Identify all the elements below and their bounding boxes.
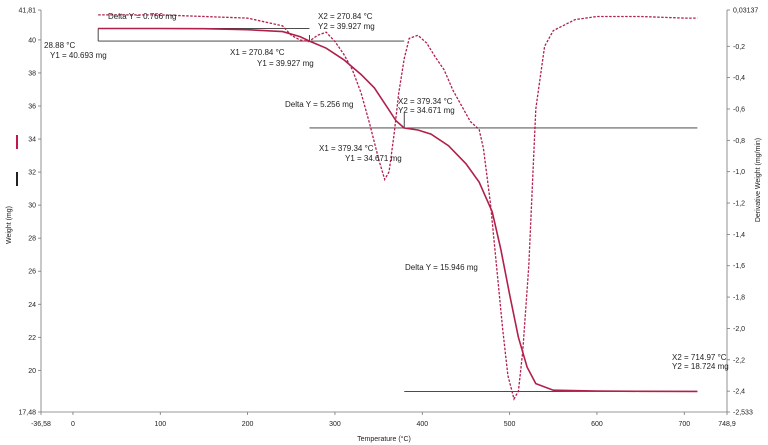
left-tick-label: 32 — [28, 170, 36, 177]
left-tick-label: 20 — [28, 368, 36, 375]
right-tick-label: -0,8 — [733, 138, 745, 145]
annotation-layer: Delta Y = 0.766 mg 28.88 °CY1 = 40.693 mg… — [44, 12, 729, 371]
x-tick-label: 700 — [678, 421, 690, 428]
annotation-label: X1 = 379.34 °C — [319, 144, 374, 153]
annotation-label: Y2 = 34.671 mg — [398, 106, 455, 115]
left-tick-label: 41,81 — [18, 8, 36, 15]
right-tick-label: -2,0 — [733, 326, 745, 333]
annotation-label: Delta Y = 15.946 mg — [405, 263, 478, 272]
x-tick-label: 200 — [242, 421, 254, 428]
series-layer — [98, 14, 698, 401]
annotation-label: Y1 = 39.927 mg — [257, 59, 314, 68]
x-tick-label: 500 — [504, 421, 516, 428]
left-tick-label: 26 — [28, 269, 36, 276]
left-axis-ticks: 17,48 20 22 24 26 28 30 32 34 36 38 40 41,81 — [18, 8, 41, 417]
x-tick-label: 0 — [71, 421, 75, 428]
weight-curve — [98, 27, 698, 393]
left-tick-label: 34 — [28, 137, 36, 144]
annotation-label: 28.88 °C — [44, 41, 75, 50]
right-tick-label: -1,2 — [733, 201, 745, 208]
annotation-label: Y2 = 18.724 mg — [672, 362, 729, 371]
x-tick-label: 600 — [591, 421, 603, 428]
x-tick-label: 100 — [154, 421, 166, 428]
annotation-label: Y1 = 34.671 mg — [345, 154, 402, 163]
legend-weight-swatch — [16, 135, 18, 149]
left-tick-label: 22 — [28, 335, 36, 342]
right-tick-label: -0,2 — [733, 44, 745, 51]
left-axis-title: Weight (mg) — [6, 206, 13, 244]
right-tick-label: 0,03137 — [733, 8, 758, 15]
x-tick-label: -36,58 — [31, 421, 51, 428]
right-axis-ticks: 0,03137 -0,2 -0,4 -0,6 -0,8 -1,0 -1,2 -1,4 -1,6 -… — [727, 8, 758, 417]
right-tick-label: -0,6 — [733, 106, 745, 113]
right-tick-label: -1,6 — [733, 263, 745, 270]
x-tick-label: 400 — [416, 421, 428, 428]
legend-derivative-swatch — [16, 172, 18, 186]
left-tick-label: 36 — [28, 103, 36, 110]
left-tick-label: 28 — [28, 236, 36, 243]
right-tick-label: -2,533 — [733, 410, 753, 417]
x-tick-label: 748,9 — [718, 421, 736, 428]
right-tick-label: -2,2 — [733, 357, 745, 364]
left-tick-label: 38 — [28, 70, 36, 77]
plot-frame — [40, 10, 728, 413]
x-axis-title: Temperature (°C) — [357, 435, 411, 443]
x-axis-ticks: -36,58 0 100 200 300 400 500 600 700 748,9 — [31, 412, 736, 428]
left-tick-label: 24 — [28, 302, 36, 309]
annotation-label: Y2 = 39.927 mg — [318, 22, 375, 31]
annotation-label: Delta Y = 5.256 mg — [285, 100, 353, 109]
annotation-label: X2 = 270.84 °C — [318, 12, 373, 21]
right-axis-title: Derivative Weight (mg/min) — [755, 138, 762, 222]
left-tick-label: 30 — [28, 203, 36, 210]
left-tick-label: 40 — [28, 37, 36, 44]
derivative-weight-curve — [98, 14, 698, 401]
annotation-label: Delta Y = 0.766 mg — [108, 12, 176, 21]
right-tick-label: -1,0 — [733, 169, 745, 176]
annotation-label: X2 = 379.34 °C — [398, 97, 453, 106]
x-tick-label: 300 — [329, 421, 341, 428]
right-tick-label: -0,4 — [733, 75, 745, 82]
right-tick-label: -2,4 — [733, 389, 745, 396]
reference-lines — [97, 28, 698, 392]
left-tick-label: 17,48 — [18, 410, 36, 417]
right-tick-label: -1,8 — [733, 295, 745, 302]
right-tick-label: -1,4 — [733, 232, 745, 239]
annotation-label: Y1 = 40.693 mg — [50, 51, 107, 60]
annotation-label: X1 = 270.84 °C — [230, 48, 285, 57]
annotation-label: X2 = 714.97 °C — [672, 353, 727, 362]
